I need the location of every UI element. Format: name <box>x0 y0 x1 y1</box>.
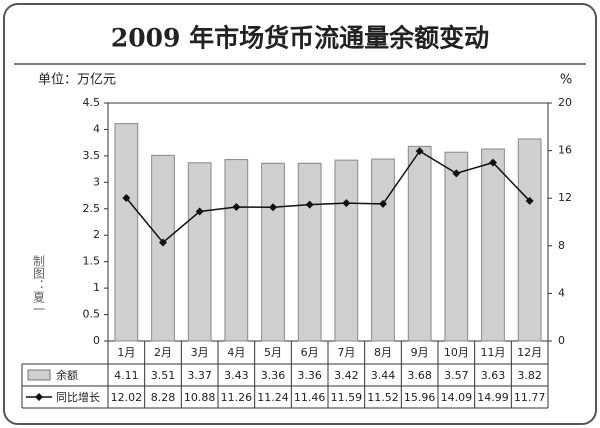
bar <box>224 159 249 342</box>
table-value: 3.44 <box>371 369 396 382</box>
marker <box>269 203 277 212</box>
table-value: 3.36 <box>297 369 322 382</box>
y2-tick-label: 0 <box>558 334 565 347</box>
line <box>125 150 531 244</box>
y-tick-label: 4.5 <box>83 96 101 109</box>
marker <box>195 207 204 216</box>
bar <box>297 162 322 342</box>
table-value: 10.88 <box>184 391 216 404</box>
table-value: 8.28 <box>151 391 176 404</box>
y-tick-label: 0 <box>93 334 100 347</box>
y-tick-label: 1.5 <box>83 255 101 268</box>
table-value: 11.26 <box>221 391 253 404</box>
bar <box>371 158 395 342</box>
bar <box>114 123 139 342</box>
table-value: 11.59 <box>331 391 363 404</box>
x-tick-label: 2月 <box>154 346 172 359</box>
y2-tick-label: 16 <box>558 144 572 157</box>
table-value: 3.37 <box>187 369 212 382</box>
bar <box>187 162 212 342</box>
table-value: 4.11 <box>114 369 139 382</box>
y2-tick-label: 4 <box>558 286 565 299</box>
table-value: 14.09 <box>441 391 473 404</box>
bar <box>407 145 432 342</box>
credit: 制图：夏一 <box>32 255 46 315</box>
table-value: 3.51 <box>151 369 176 382</box>
table-value: 3.57 <box>444 369 469 382</box>
y2-tick-label: 12 <box>558 191 572 204</box>
marker <box>342 199 351 208</box>
table-value: 11.52 <box>367 391 399 404</box>
y-tick-label: 3 <box>93 175 100 188</box>
table-value: 3.82 <box>517 369 542 382</box>
table-value: 3.42 <box>334 369 359 382</box>
y-tick-label: 2 <box>93 228 100 241</box>
bar <box>151 154 175 342</box>
marker <box>232 203 241 212</box>
y2-axis-label: % <box>560 73 572 88</box>
table-value: 3.68 <box>407 369 432 382</box>
legend-label: 同比增长 <box>56 390 100 404</box>
x-tick-label: 3月 <box>191 346 209 359</box>
marker <box>452 169 461 178</box>
marker <box>122 193 131 202</box>
y-tick-label: 0.5 <box>83 308 101 321</box>
x-tick-label: 10月 <box>444 346 469 359</box>
legend-label: 余额 <box>56 368 78 382</box>
y-axis-label: 单位：万亿元 <box>38 73 116 88</box>
x-tick-label: 9月 <box>411 346 429 359</box>
marker <box>305 200 314 209</box>
x-tick-label: 12月 <box>517 346 542 359</box>
table-value: 3.36 <box>261 369 286 382</box>
x-tick-label: 6月 <box>301 346 319 359</box>
marker <box>489 158 497 167</box>
x-tick-label: 8月 <box>374 346 392 359</box>
x-tick-label: 11月 <box>481 346 506 359</box>
x-tick-label: 7月 <box>337 346 355 359</box>
chart-title: 2009 年市场货币流通量余额变动 <box>111 24 489 53</box>
x-tick-label: 1月 <box>117 346 135 359</box>
marker <box>525 196 534 205</box>
marker <box>379 199 387 208</box>
bar <box>334 159 359 342</box>
table-value: 11.77 <box>514 391 546 404</box>
table-value: 3.63 <box>481 369 506 382</box>
table-value: 15.96 <box>404 391 436 404</box>
y-tick-label: 3.5 <box>83 149 101 162</box>
legend-swatch <box>27 369 51 381</box>
y-tick-label: 4 <box>93 122 100 135</box>
bar <box>517 138 542 342</box>
bar <box>481 148 505 342</box>
y2-tick-label: 20 <box>558 96 572 109</box>
table-value: 11.24 <box>257 391 289 404</box>
y2-tick-label: 8 <box>558 239 565 252</box>
marker <box>415 147 424 156</box>
table-value: 3.43 <box>224 369 249 382</box>
x-tick-label: 5月 <box>264 346 282 359</box>
table-value: 14.99 <box>477 391 509 404</box>
y-tick-label: 1 <box>93 281 100 294</box>
y-tick-label: 2.5 <box>83 202 101 215</box>
bar <box>261 162 285 342</box>
x-tick-label: 4月 <box>227 346 245 359</box>
table-value: 11.46 <box>294 391 326 404</box>
table-value: 12.02 <box>111 391 143 404</box>
bar <box>444 151 469 342</box>
legend-marker <box>35 393 43 401</box>
marker <box>159 238 167 247</box>
